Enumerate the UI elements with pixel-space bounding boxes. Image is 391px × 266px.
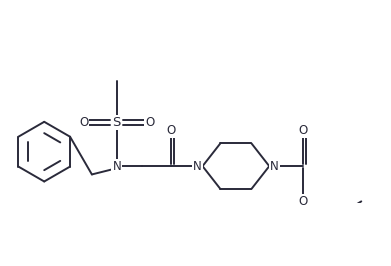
Text: O: O: [299, 195, 308, 208]
Text: O: O: [299, 124, 308, 138]
Text: N: N: [112, 160, 121, 173]
Text: O: O: [79, 116, 88, 129]
Text: N: N: [193, 160, 202, 173]
Text: S: S: [113, 116, 121, 129]
Text: N: N: [270, 160, 279, 173]
Text: O: O: [166, 124, 175, 138]
Text: O: O: [145, 116, 154, 129]
